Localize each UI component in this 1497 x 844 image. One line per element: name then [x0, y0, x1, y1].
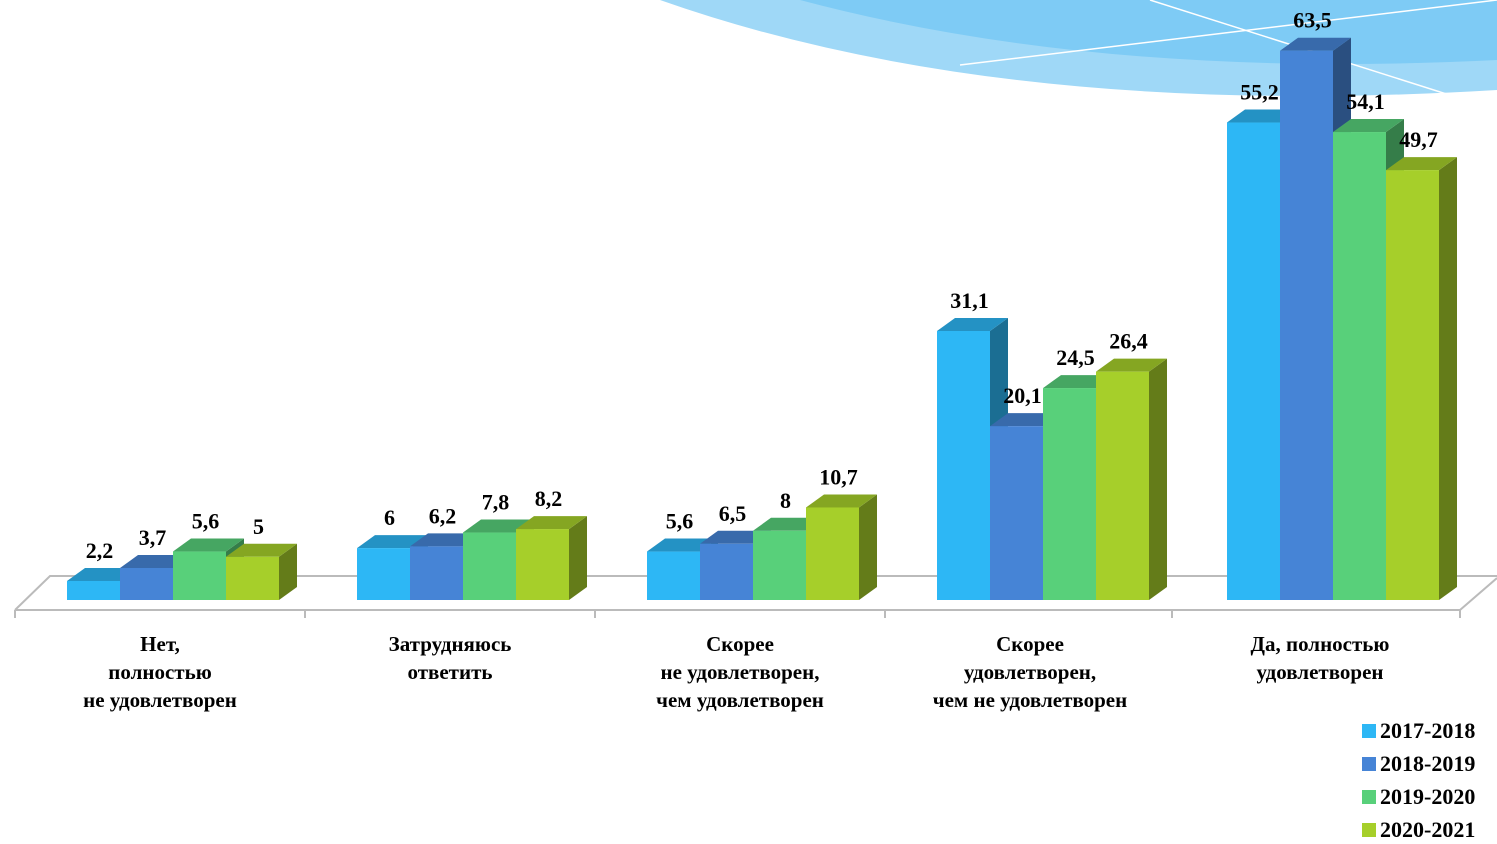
data-label: 3,7 — [139, 525, 167, 550]
bar-front — [516, 529, 569, 600]
x-tick-label: Скорее удовлетворен, чем не удовлетворен — [932, 632, 1128, 712]
bar-top — [806, 494, 877, 508]
x-tick-label: Скорее не удовлетворен, чем удовлетворен — [656, 632, 824, 712]
bar-front — [1280, 50, 1333, 601]
data-label: 20,1 — [1003, 383, 1042, 408]
bar-top — [173, 538, 244, 552]
data-label: 54,1 — [1346, 89, 1385, 114]
data-label: 8 — [780, 488, 791, 513]
bar-front — [1386, 170, 1439, 600]
bar-top — [1386, 157, 1457, 171]
bar-front — [753, 530, 806, 600]
data-label: 6 — [384, 505, 395, 530]
bar — [516, 516, 587, 600]
x-tick-label: Затрудняюсь ответить — [388, 632, 512, 684]
data-label: 7,8 — [482, 490, 510, 515]
data-label: 10,7 — [819, 464, 858, 489]
data-label: 8,2 — [535, 486, 563, 511]
bar-front — [1096, 371, 1149, 600]
data-label: 24,5 — [1056, 345, 1095, 370]
bar-top — [1333, 119, 1404, 133]
bar-front — [806, 507, 859, 600]
bar-front — [173, 551, 226, 600]
bar-front — [700, 543, 753, 600]
data-label: 55,2 — [1240, 80, 1279, 105]
bar — [226, 543, 297, 600]
bar-front — [67, 580, 120, 600]
data-label: 6,2 — [429, 503, 457, 528]
bar — [806, 494, 877, 600]
bar-side — [569, 516, 587, 600]
bar-top — [937, 317, 1008, 331]
bar — [1386, 157, 1457, 600]
bar-front — [647, 551, 700, 600]
legend-swatch — [1362, 757, 1376, 771]
data-label: 5 — [253, 514, 264, 539]
bar-front — [226, 556, 279, 600]
bar-top — [1096, 358, 1167, 372]
data-label: 31,1 — [950, 288, 989, 313]
legend-swatch — [1362, 724, 1376, 738]
bar — [1096, 358, 1167, 600]
bar-front — [937, 330, 990, 600]
bar-front — [1043, 388, 1096, 600]
bar-front — [357, 548, 410, 600]
bar-top — [357, 535, 428, 549]
legend-label: 2018-2019 — [1380, 751, 1475, 776]
data-label: 63,5 — [1293, 8, 1332, 33]
data-label: 49,7 — [1399, 127, 1438, 152]
bar-front — [1333, 132, 1386, 600]
legend-label: 2020-2021 — [1380, 817, 1475, 842]
bar-front — [410, 546, 463, 600]
data-label: 5,6 — [666, 509, 694, 534]
data-label: 26,4 — [1109, 329, 1148, 354]
bar-side — [1439, 157, 1457, 600]
legend-swatch — [1362, 823, 1376, 837]
data-label: 5,6 — [192, 509, 220, 534]
x-tick-label: Нет, полностью не удовлетворен — [83, 632, 237, 712]
bar-front — [1227, 122, 1280, 601]
bar-top — [516, 516, 587, 530]
legend-label: 2017-2018 — [1380, 718, 1475, 743]
bar-front — [463, 532, 516, 600]
bar-side — [859, 494, 877, 600]
bar-front — [120, 567, 173, 600]
legend-swatch — [1362, 790, 1376, 804]
bar-top — [1280, 37, 1351, 51]
bar-side — [279, 543, 297, 600]
bar-front — [990, 426, 1043, 600]
bar-side — [1149, 358, 1167, 600]
legend-label: 2019-2020 — [1380, 784, 1475, 809]
bar-top — [226, 543, 297, 557]
data-label: 2,2 — [86, 538, 114, 563]
x-tick-label: Да, полностью удовлетворен — [1250, 632, 1390, 684]
data-label: 6,5 — [719, 501, 747, 526]
